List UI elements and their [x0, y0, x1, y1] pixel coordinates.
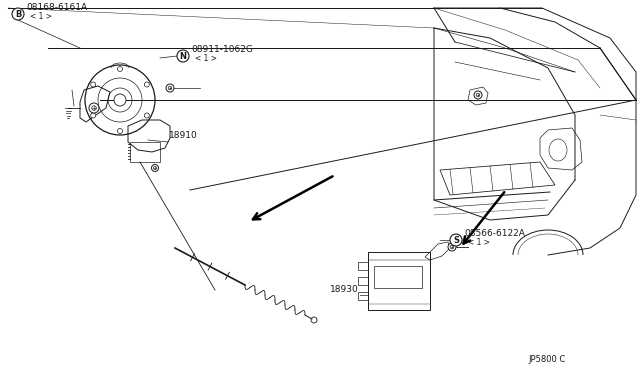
Circle shape — [118, 67, 122, 71]
Text: JP5800 C: JP5800 C — [528, 355, 565, 364]
Circle shape — [91, 113, 95, 118]
Circle shape — [12, 8, 24, 20]
Circle shape — [152, 164, 159, 171]
Circle shape — [450, 234, 462, 246]
Circle shape — [145, 113, 149, 118]
Text: 18930: 18930 — [330, 285, 359, 294]
Circle shape — [450, 245, 454, 249]
Circle shape — [145, 82, 149, 87]
Circle shape — [166, 84, 174, 92]
Circle shape — [154, 166, 157, 170]
Text: 08168-6161A: 08168-6161A — [26, 3, 87, 12]
Circle shape — [177, 50, 189, 62]
Circle shape — [89, 103, 99, 113]
Text: < 1 >: < 1 > — [468, 238, 490, 247]
Text: < 1 >: < 1 > — [195, 54, 217, 63]
Circle shape — [118, 128, 122, 134]
Text: 18910: 18910 — [169, 131, 198, 140]
Text: S: S — [453, 235, 459, 244]
Circle shape — [92, 106, 96, 110]
Circle shape — [476, 93, 480, 97]
Circle shape — [168, 86, 172, 90]
Text: < 1 >: < 1 > — [30, 12, 52, 21]
Text: B: B — [15, 10, 21, 19]
Text: 08911-1062G: 08911-1062G — [191, 45, 253, 54]
Circle shape — [448, 243, 456, 251]
Text: 08566-6122A: 08566-6122A — [464, 229, 525, 238]
Circle shape — [474, 91, 482, 99]
Circle shape — [114, 94, 126, 106]
Circle shape — [91, 82, 95, 87]
Text: N: N — [179, 51, 186, 61]
